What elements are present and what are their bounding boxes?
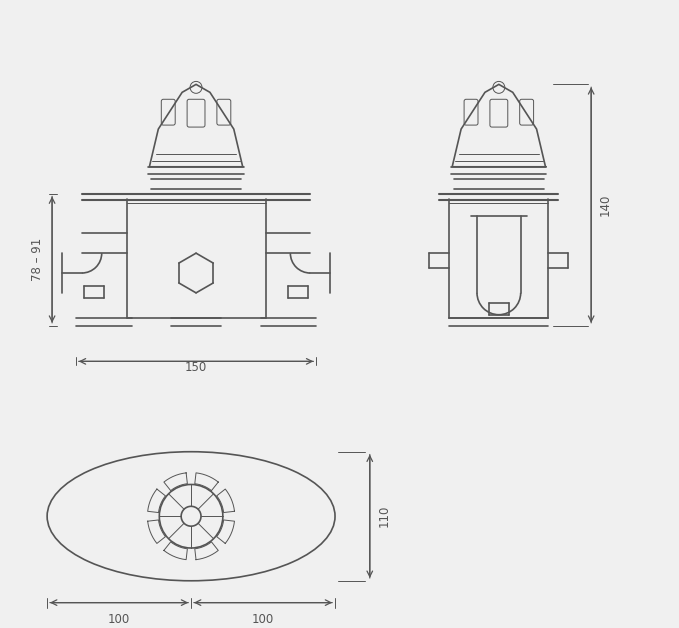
Text: 150: 150: [185, 361, 207, 374]
Text: 100: 100: [252, 612, 274, 625]
Text: 78 – 91: 78 – 91: [31, 238, 43, 281]
Text: 110: 110: [378, 505, 391, 528]
Text: 140: 140: [599, 194, 612, 216]
Text: 100: 100: [108, 612, 130, 625]
